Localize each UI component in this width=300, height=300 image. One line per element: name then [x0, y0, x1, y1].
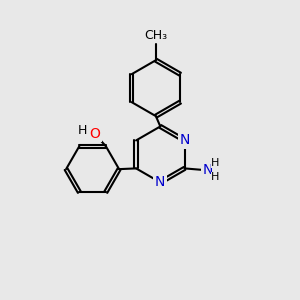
Text: H: H [78, 124, 87, 137]
Text: CH₃: CH₃ [144, 29, 167, 42]
Text: H: H [211, 172, 220, 182]
Text: O: O [89, 127, 100, 141]
Text: N: N [155, 176, 166, 189]
Text: N: N [202, 163, 213, 177]
Text: H: H [211, 158, 220, 167]
Text: N: N [179, 134, 190, 147]
